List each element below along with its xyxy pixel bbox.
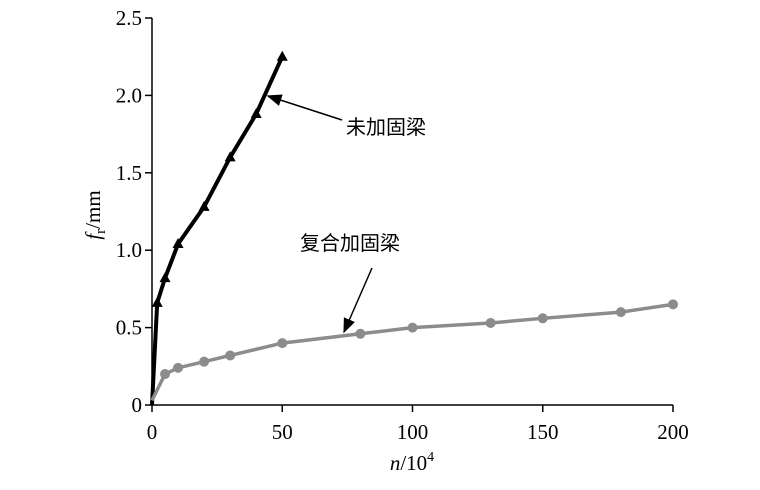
x-tick-label: 100: [397, 420, 429, 444]
y-axis-label: fr/mm: [81, 190, 109, 239]
marker: [485, 317, 496, 328]
marker: [615, 307, 626, 318]
marker: [173, 362, 184, 373]
x-tick-label: 50: [272, 420, 293, 444]
label-part: f: [81, 231, 105, 240]
y-tick-label: 0: [132, 393, 143, 417]
marker: [151, 296, 163, 307]
marker: [355, 328, 366, 339]
marker: [250, 107, 262, 118]
marker: [276, 50, 288, 61]
marker: [198, 200, 210, 211]
marker: [277, 338, 288, 349]
x-tick-label: 0: [147, 420, 158, 444]
label-part: 4: [427, 450, 434, 465]
x-axis-label: n/104: [390, 450, 434, 475]
marker: [668, 299, 678, 310]
annotation: 未加固梁: [346, 115, 426, 139]
marker: [224, 151, 236, 162]
marker: [225, 350, 236, 361]
x-tick-label: 150: [527, 420, 559, 444]
x-tick-label: 200: [657, 420, 689, 444]
marker: [159, 272, 171, 283]
label-part: n: [390, 451, 401, 475]
label-part: r: [93, 229, 109, 234]
line: [150, 55, 285, 406]
marker: [407, 322, 418, 333]
annotation: 复合加固梁: [300, 231, 400, 255]
y-tick-label: 2.0: [116, 83, 142, 107]
y-tick-label: 2.5: [116, 6, 142, 30]
arrow: [266, 94, 343, 121]
label-part: /10: [400, 451, 427, 475]
y-tick-label: 1.5: [116, 161, 142, 185]
label-part: /mm: [81, 190, 105, 229]
marker: [537, 313, 548, 324]
arrow: [343, 267, 373, 334]
y-tick-label: 0.5: [116, 316, 142, 340]
marker: [172, 238, 184, 249]
marker: [199, 356, 210, 367]
marker: [160, 369, 171, 380]
y-tick-label: 1.0: [116, 238, 142, 262]
